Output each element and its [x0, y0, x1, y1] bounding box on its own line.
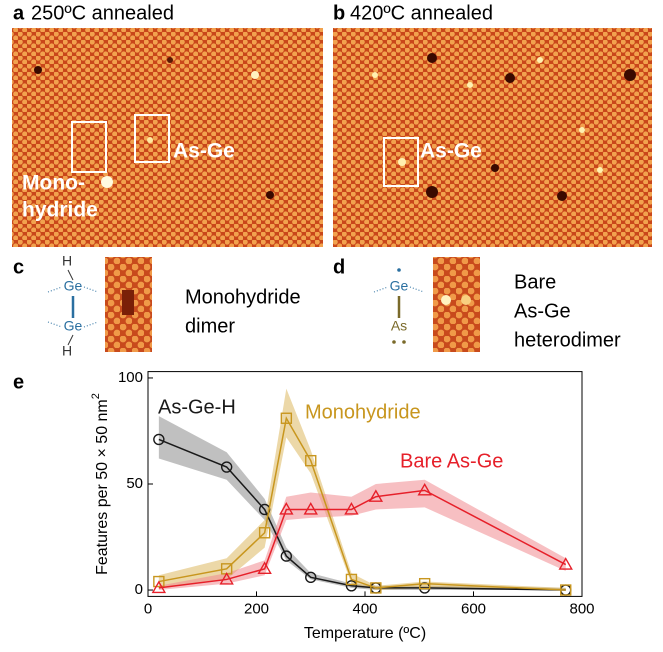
atom: As: [391, 318, 407, 334]
annotation: hydride: [22, 199, 98, 222]
x-tick-label: 400: [352, 600, 377, 617]
atom: Ge: [64, 318, 83, 334]
series-label: As-Ge-H: [158, 396, 236, 418]
y-axis-label: Features per 50 × 50 nm2: [90, 393, 111, 575]
y-tick-label: 0: [135, 581, 143, 598]
annotation: Mono-: [22, 172, 85, 195]
y-axis-label-text: Features per 50 × 50 nm: [94, 399, 111, 575]
x-tick-label: 200: [244, 600, 269, 617]
caption: As-Ge: [514, 300, 571, 322]
caption: Monohydride: [185, 286, 301, 308]
panel-title: 250ºC annealed: [31, 2, 174, 24]
annotation: As-Ge: [420, 140, 482, 163]
caption: heterodimer: [514, 329, 621, 351]
series-label: Bare As-Ge: [400, 450, 503, 472]
series-label: Monohydride: [305, 401, 421, 423]
panel-label: d: [333, 256, 345, 278]
x-tick-label: 800: [569, 600, 594, 617]
x-tick-label: 0: [144, 600, 152, 617]
y-tick-label: 100: [118, 369, 143, 386]
atom: Ge: [64, 278, 83, 294]
panel-label: e: [13, 371, 24, 393]
x-tick-label: 600: [461, 600, 486, 617]
stm-image: [333, 28, 652, 247]
panel-label: b: [333, 2, 345, 24]
caption: dimer: [185, 315, 235, 337]
atom: Ge: [390, 278, 409, 294]
figure: a 250ºC annealed As-Ge Mono- hydride b 4…: [0, 0, 663, 652]
stm-image: [105, 257, 152, 352]
y-axis-label-superscript: 2: [90, 393, 102, 399]
atom: H: [62, 343, 72, 359]
x-axis-label: Temperature (ºC): [304, 625, 426, 642]
panel-label: c: [13, 256, 24, 278]
y-tick-label: 50: [126, 475, 143, 492]
caption: Bare: [514, 271, 556, 293]
atom: H: [62, 253, 72, 269]
annotation: As-Ge: [173, 140, 235, 163]
stm-image: [433, 257, 480, 352]
panel-title: 420ºC annealed: [350, 2, 493, 24]
panel-label: a: [13, 2, 25, 24]
